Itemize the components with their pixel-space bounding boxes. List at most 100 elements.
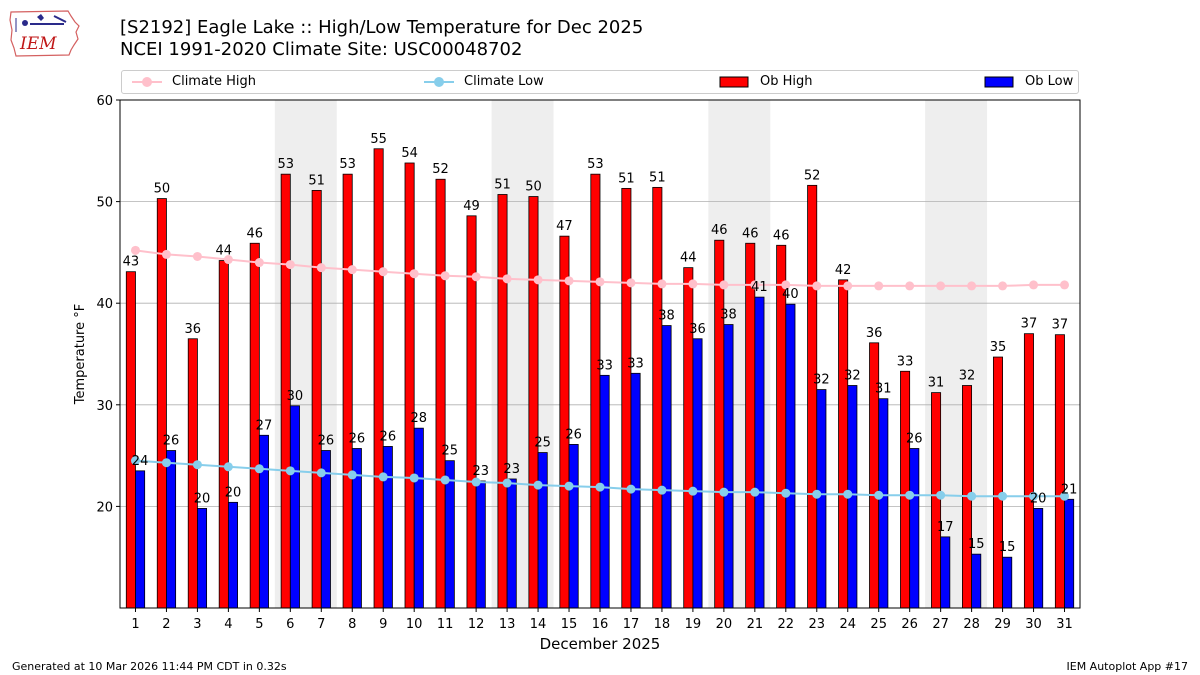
- ob-low-label: 26: [318, 434, 335, 449]
- ob-low-label: 31: [875, 382, 892, 397]
- x-tick-label: 22: [778, 617, 795, 632]
- ob-low-bar: [258, 434, 269, 609]
- climate-high-point: [130, 245, 140, 255]
- ob-low-label: 26: [380, 429, 397, 444]
- ob-low-label: 41: [751, 280, 768, 295]
- ob-high-label: 52: [432, 162, 449, 177]
- climate-low-point: [719, 487, 729, 497]
- climate-high-point: [378, 267, 388, 277]
- ob-high-bar: [621, 187, 632, 609]
- ob-high-label: 54: [401, 146, 418, 161]
- climate-low-point: [967, 491, 977, 501]
- ob-low-label: 23: [472, 464, 489, 479]
- ob-low-bar: [166, 450, 177, 609]
- ob-high-bar: [404, 162, 415, 609]
- legend-marker-climate-high: [132, 77, 162, 87]
- ob-low-bar: [1002, 556, 1013, 609]
- ob-low-label: 17: [937, 520, 954, 535]
- x-tick-label: 20: [716, 617, 733, 632]
- legend-marker-ob-low: [984, 76, 1014, 88]
- legend-label-climate-low: Climate Low: [464, 74, 544, 89]
- ob-high-bar: [1023, 333, 1034, 609]
- ob-low-bar: [754, 296, 765, 609]
- ob-low-bar: [878, 398, 889, 609]
- climate-low-point: [285, 466, 295, 476]
- climate-low-point: [998, 491, 1008, 501]
- climate-high-point: [874, 281, 884, 291]
- legend-label-ob-high: Ob High: [760, 74, 813, 89]
- climate-high-point: [657, 279, 667, 289]
- ob-high-label: 53: [277, 157, 294, 172]
- climate-high-point: [719, 280, 729, 290]
- ob-high-bar: [559, 235, 570, 609]
- x-tick-label: 15: [561, 617, 578, 632]
- climate-high-point: [936, 281, 946, 291]
- ob-low-bar: [940, 536, 951, 609]
- ob-high-label: 44: [216, 244, 233, 259]
- iem-logo: IEM: [8, 6, 82, 60]
- x-tick-label: 9: [379, 617, 387, 632]
- ob-low-bar: [506, 478, 517, 609]
- plot-frame: [119, 99, 1081, 609]
- ob-low-bar: [909, 448, 920, 609]
- ob-high-bar: [435, 178, 446, 609]
- ob-high-bar: [1054, 334, 1065, 609]
- ob-low-bar: [568, 444, 579, 609]
- climate-low-point: [316, 468, 326, 478]
- ob-high-bar: [187, 338, 198, 609]
- ob-low-label: 26: [349, 431, 366, 446]
- climate-high-point: [471, 272, 481, 282]
- climate-low-point: [874, 490, 884, 500]
- ob-low-bar: [289, 405, 300, 609]
- y-tick-label: 60: [96, 94, 113, 109]
- x-tick-label: 4: [224, 617, 232, 632]
- ob-high-label: 50: [154, 182, 171, 197]
- ob-high-bar: [156, 198, 167, 609]
- climate-high-point: [161, 249, 171, 259]
- app-label: IEM Autoplot App #17: [1066, 660, 1189, 673]
- ob-high-bar: [807, 184, 818, 609]
- ob-high-label: 47: [556, 219, 573, 234]
- ob-low-label: 26: [565, 427, 582, 442]
- ob-low-label: 40: [782, 287, 799, 302]
- ob-high-bar: [683, 267, 694, 609]
- ob-low-bar: [413, 427, 424, 609]
- ob-high-bar: [590, 173, 601, 609]
- ob-low-bar: [227, 501, 238, 609]
- climate-high-point: [595, 277, 605, 287]
- x-tick-label: 12: [468, 617, 485, 632]
- y-axis-label: Temperature °F: [73, 304, 88, 405]
- climate-low-point: [1060, 491, 1070, 501]
- ob-high-label: 50: [525, 180, 542, 195]
- ob-high-bar: [652, 186, 663, 609]
- climate-high-point: [316, 263, 326, 273]
- ob-high-label: 37: [1052, 318, 1069, 333]
- climate-low-point: [409, 473, 419, 483]
- ob-low-label: 38: [720, 308, 737, 323]
- ob-high-label: 46: [773, 228, 790, 243]
- ob-low-bar: [816, 389, 827, 609]
- legend-marker-climate-low: [424, 77, 454, 87]
- ob-low-label: 36: [689, 322, 706, 337]
- ob-high-label: 55: [370, 132, 387, 147]
- ob-low-label: 23: [503, 462, 520, 477]
- ob-low-label: 25: [534, 436, 551, 451]
- chart-subtitle: NCEI 1991-2020 Climate Site: USC00048702: [120, 39, 523, 60]
- x-tick-label: 10: [406, 617, 423, 632]
- ob-low-label: 20: [225, 485, 242, 500]
- climate-low-point: [626, 484, 636, 494]
- climate-low-point: [657, 485, 667, 495]
- climate-high-point: [533, 275, 543, 285]
- x-tick-label: 5: [255, 617, 263, 632]
- x-tick-label: 11: [437, 617, 454, 632]
- ob-high-bar: [992, 356, 1003, 609]
- ob-high-bar: [218, 260, 229, 609]
- ob-high-label: 53: [339, 157, 356, 172]
- x-tick-label: 26: [901, 617, 918, 632]
- x-tick-label: 27: [932, 617, 949, 632]
- ob-low-bar: [692, 338, 703, 609]
- climate-high-point: [564, 276, 574, 286]
- ob-high-label: 46: [742, 226, 759, 241]
- climate-high-point: [688, 279, 698, 289]
